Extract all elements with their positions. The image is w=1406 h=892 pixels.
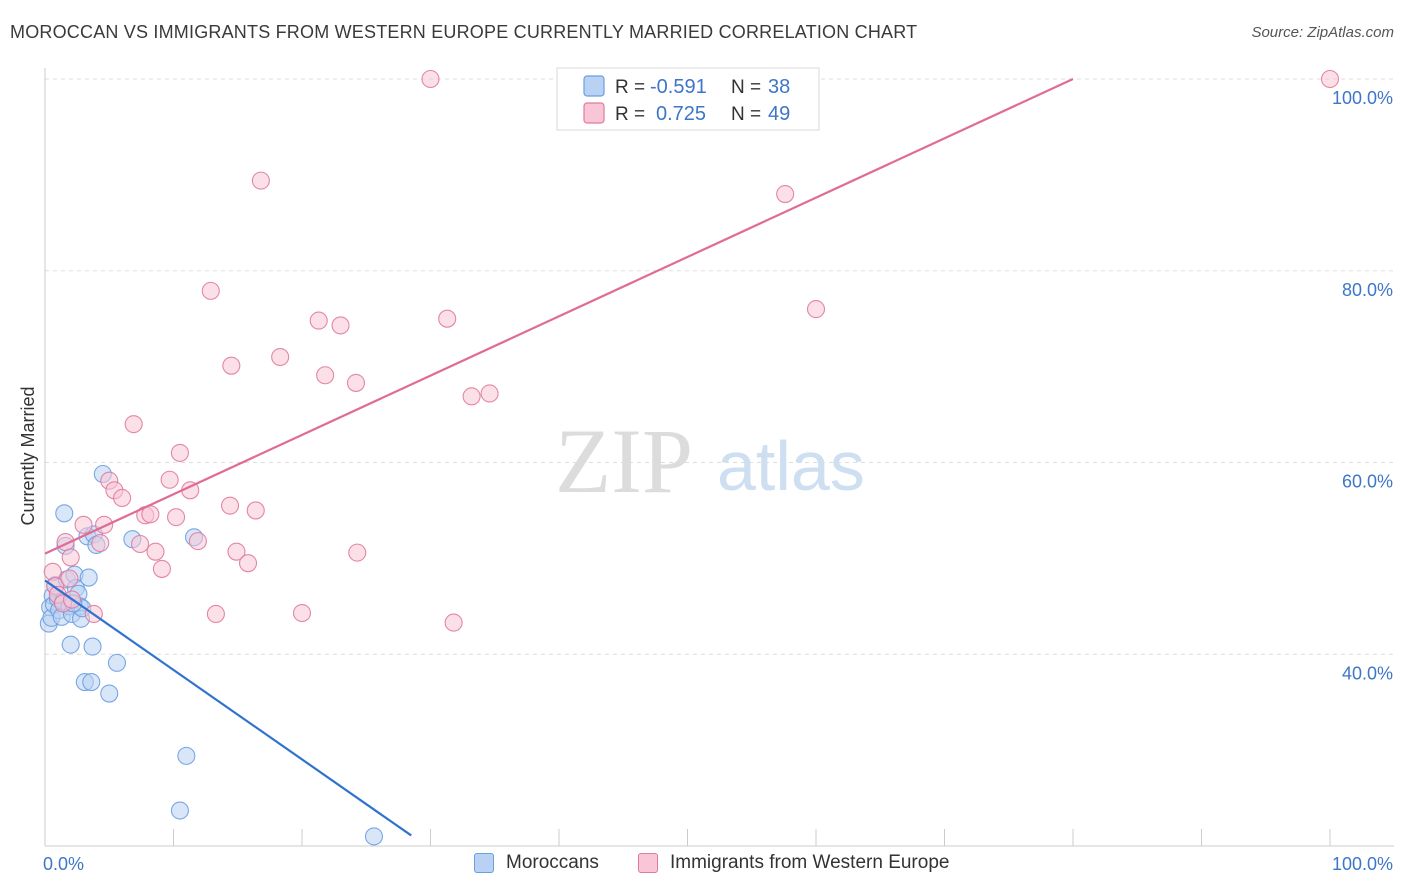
data-point <box>331 316 350 335</box>
data-point <box>316 366 335 385</box>
chart-title: MOROCCAN VS IMMIGRANTS FROM WESTERN EURO… <box>10 22 918 42</box>
legend-swatch-immigrants <box>583 102 605 124</box>
trend-line-moroccans <box>44 579 412 837</box>
data-point <box>227 542 246 561</box>
data-point <box>206 604 225 624</box>
y-tick-label: 60.0% <box>1342 472 1393 492</box>
y-tick-label: 100.0% <box>1332 88 1393 108</box>
legend-swatch-moroccans <box>583 75 605 97</box>
correlation-legend: R = -0.591 N = 38 R = 0.725 N = 49 <box>556 67 820 131</box>
legend-label-moroccans: Moroccans <box>506 852 599 873</box>
data-point <box>55 504 74 523</box>
legend-r-value: -0.591 <box>650 76 707 98</box>
data-point <box>146 542 165 561</box>
data-point <box>107 653 127 672</box>
data-point <box>188 532 207 551</box>
data-point <box>246 501 265 520</box>
data-point <box>100 684 119 703</box>
data-point <box>222 356 241 375</box>
legend-n-label: N = <box>731 104 761 125</box>
data-point <box>309 311 328 330</box>
legend-n-label: N = <box>731 77 761 98</box>
data-point <box>82 673 101 692</box>
tick-labels: 40.0% 60.0% 80.0% 100.0% 0.0% 100.0% <box>43 88 1393 874</box>
data-point <box>95 515 114 534</box>
data-point <box>160 470 179 489</box>
data-point <box>251 171 270 190</box>
x-tick-label: 0.0% <box>43 854 84 874</box>
data-point <box>346 373 366 392</box>
data-points <box>39 69 1340 846</box>
data-point <box>91 533 110 553</box>
data-point <box>271 347 290 367</box>
data-point <box>364 827 384 846</box>
data-point <box>438 309 457 328</box>
data-point <box>83 637 102 656</box>
data-point <box>60 569 79 588</box>
trend-lines <box>44 78 1074 837</box>
data-point <box>167 508 186 527</box>
x-tick-label: 100.0% <box>1332 854 1393 874</box>
legend-r-label: R = <box>615 77 645 98</box>
data-point <box>177 746 196 765</box>
watermark-atlas: atlas <box>717 427 865 505</box>
trend-line-immigrants <box>44 78 1074 555</box>
data-point <box>124 415 143 434</box>
data-point <box>152 559 171 578</box>
data-point <box>776 185 795 204</box>
data-point <box>131 534 150 554</box>
legend-item-immigrants: Immigrants from Western Europe <box>638 852 949 874</box>
data-point <box>61 548 80 567</box>
data-point <box>220 496 240 515</box>
watermark: ZIP atlas <box>555 410 865 512</box>
legend-swatch-icon <box>474 853 494 873</box>
data-point <box>348 543 367 562</box>
data-point <box>74 515 93 534</box>
data-point <box>79 568 98 587</box>
data-point <box>421 69 440 89</box>
data-point <box>238 554 258 573</box>
legend-label-immigrants: Immigrants from Western Europe <box>670 852 950 873</box>
watermark-zip: ZIP <box>555 410 693 512</box>
y-tick-label: 40.0% <box>1342 663 1393 683</box>
data-point <box>170 801 189 820</box>
axes <box>44 68 1394 847</box>
legend-r-label: R = <box>615 104 645 125</box>
legend-r-value: 0.725 <box>656 103 706 125</box>
legend-item-moroccans: Moroccans <box>474 852 599 874</box>
data-point <box>806 300 826 319</box>
legend-n-value: 38 <box>768 76 790 98</box>
series-immigrants <box>43 69 1340 632</box>
source-label: Source: ZipAtlas.com <box>1251 24 1394 41</box>
data-point <box>61 635 80 654</box>
data-point <box>462 387 481 406</box>
series-legend: Moroccans Immigrants from Western Europe <box>0 852 1406 878</box>
data-point <box>113 488 132 508</box>
data-point <box>444 613 463 632</box>
y-axis-label: Currently Married <box>18 386 38 525</box>
data-point <box>480 384 499 403</box>
data-point <box>170 443 189 462</box>
data-point <box>1320 69 1340 89</box>
y-tick-label: 80.0% <box>1342 280 1393 300</box>
data-point <box>201 281 220 300</box>
data-point <box>292 603 312 623</box>
legend-n-value: 49 <box>768 103 790 125</box>
legend-swatch-icon <box>638 853 658 873</box>
